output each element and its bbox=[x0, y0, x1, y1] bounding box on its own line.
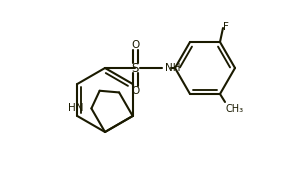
Text: NH: NH bbox=[165, 63, 181, 73]
Text: O: O bbox=[131, 40, 139, 50]
Text: F: F bbox=[223, 22, 229, 32]
Text: CH₃: CH₃ bbox=[225, 104, 243, 114]
Text: S: S bbox=[131, 61, 139, 74]
Text: O: O bbox=[131, 86, 139, 96]
Text: HN: HN bbox=[68, 103, 83, 113]
